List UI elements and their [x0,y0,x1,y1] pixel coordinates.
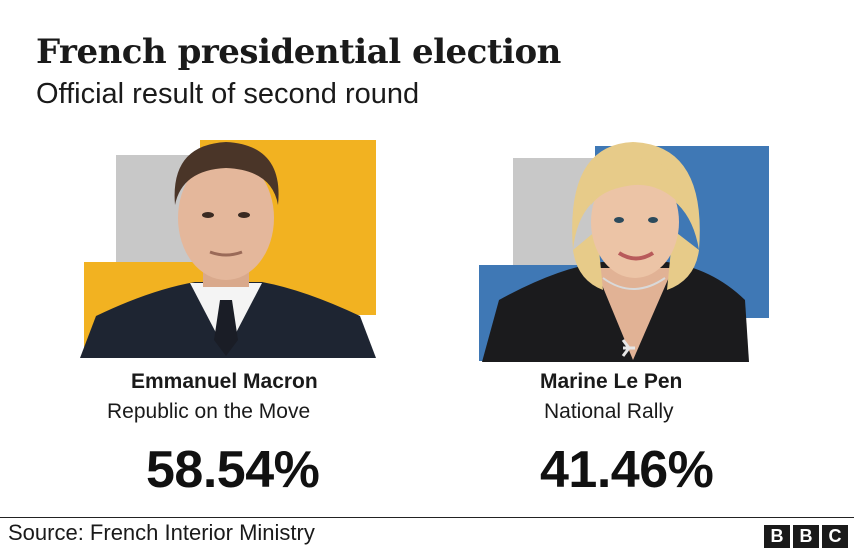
vote-share-label: 58.54% [146,441,320,499]
logo-letter: B [764,525,790,548]
logo-letter: B [793,525,819,548]
candidate-name: Marine Le Pen [540,370,683,393]
source-note: Source: French Interior Ministry [8,520,315,545]
footer-divider [0,517,854,518]
candidate-le-pen: Marine Le Pen National Rally 41.46% [427,0,854,520]
candidate-party: National Rally [544,400,674,423]
candidate-macron: Emmanuel Macron Republic on the Move 58.… [0,0,427,520]
chart-subtitle: Official result of second round [36,78,420,110]
logo-letter: C [822,525,848,548]
macron-portrait [80,140,376,358]
vote-share-label: 41.46% [540,441,714,499]
le-pen-portrait [479,142,769,362]
chart-title: French presidential election [36,32,561,72]
candidate-name: Emmanuel Macron [131,370,318,393]
candidate-party: Republic on the Move [107,400,311,423]
bbc-logo: B B C [764,525,848,548]
